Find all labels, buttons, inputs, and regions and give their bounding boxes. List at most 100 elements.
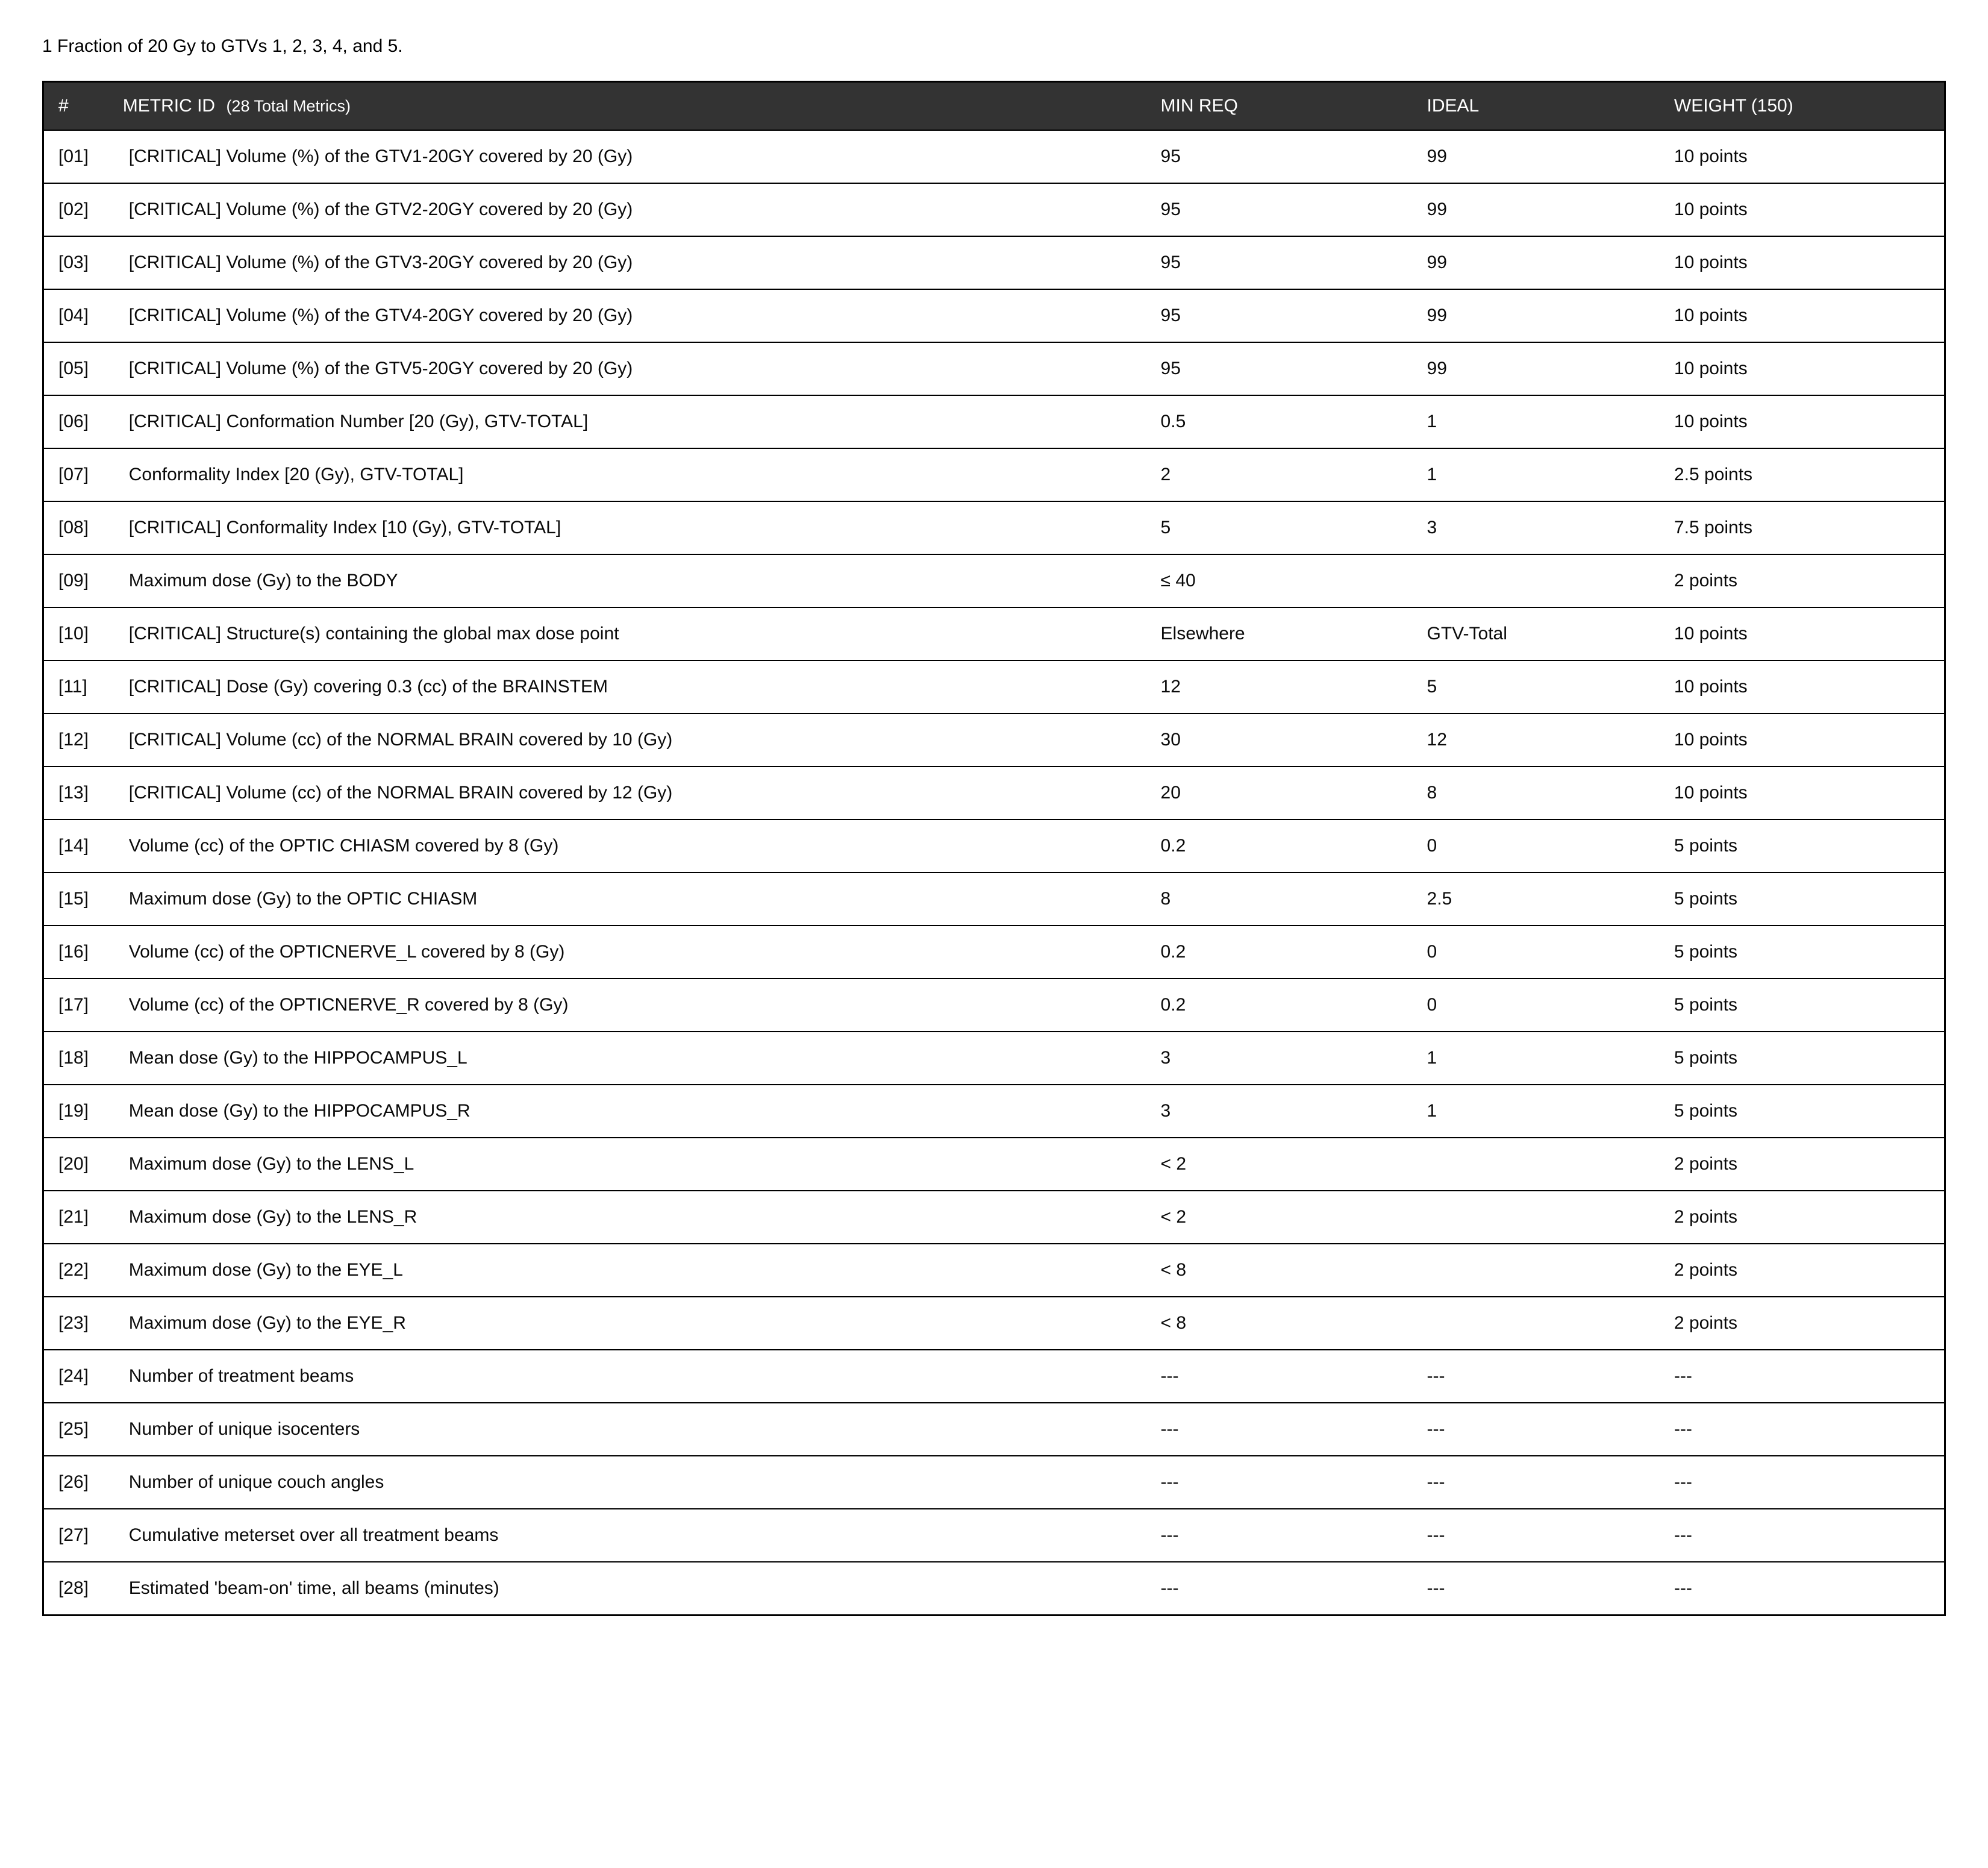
- cell-num: [24]: [43, 1350, 119, 1403]
- cell-min: 30: [1146, 713, 1413, 766]
- cell-num: [13]: [43, 766, 119, 820]
- cell-metric: Volume (cc) of the OPTICNERVE_L covered …: [119, 926, 1146, 979]
- cell-ideal: GTV-Total: [1413, 607, 1660, 660]
- col-header-metric: METRIC ID (28 Total Metrics): [119, 82, 1146, 131]
- table-row: [18]Mean dose (Gy) to the HIPPOCAMPUS_L3…: [43, 1032, 1945, 1085]
- table-row: [17]Volume (cc) of the OPTICNERVE_R cove…: [43, 979, 1945, 1032]
- cell-min: ---: [1146, 1350, 1413, 1403]
- cell-min: ---: [1146, 1562, 1413, 1616]
- cell-ideal: 2.5: [1413, 873, 1660, 926]
- cell-weight: 2 points: [1660, 1244, 1945, 1297]
- cell-ideal: ---: [1413, 1350, 1660, 1403]
- cell-min: 0.2: [1146, 820, 1413, 873]
- cell-num: [27]: [43, 1509, 119, 1562]
- cell-num: [15]: [43, 873, 119, 926]
- cell-ideal: 0: [1413, 979, 1660, 1032]
- cell-ideal: 99: [1413, 183, 1660, 236]
- cell-min: 0.5: [1146, 395, 1413, 448]
- cell-ideal: 5: [1413, 660, 1660, 713]
- cell-metric: [CRITICAL] Volume (%) of the GTV3-20GY c…: [119, 236, 1146, 289]
- cell-metric: [CRITICAL] Volume (%) of the GTV2-20GY c…: [119, 183, 1146, 236]
- cell-metric: [CRITICAL] Volume (cc) of the NORMAL BRA…: [119, 713, 1146, 766]
- cell-metric: Conformality Index [20 (Gy), GTV-TOTAL]: [119, 448, 1146, 501]
- cell-ideal: 3: [1413, 501, 1660, 554]
- cell-num: [12]: [43, 713, 119, 766]
- cell-weight: 10 points: [1660, 236, 1945, 289]
- cell-metric: Mean dose (Gy) to the HIPPOCAMPUS_L: [119, 1032, 1146, 1085]
- table-row: [10][CRITICAL] Structure(s) containing t…: [43, 607, 1945, 660]
- cell-weight: 2 points: [1660, 1138, 1945, 1191]
- cell-metric: [CRITICAL] Structure(s) containing the g…: [119, 607, 1146, 660]
- cell-metric: Estimated 'beam-on' time, all beams (min…: [119, 1562, 1146, 1616]
- cell-ideal: 1: [1413, 1032, 1660, 1085]
- cell-num: [04]: [43, 289, 119, 342]
- table-header-row: # METRIC ID (28 Total Metrics) MIN REQ I…: [43, 82, 1945, 131]
- cell-num: [28]: [43, 1562, 119, 1616]
- cell-min: < 8: [1146, 1297, 1413, 1350]
- cell-metric: Volume (cc) of the OPTIC CHIASM covered …: [119, 820, 1146, 873]
- cell-metric: [CRITICAL] Volume (cc) of the NORMAL BRA…: [119, 766, 1146, 820]
- cell-min: 8: [1146, 873, 1413, 926]
- cell-weight: 10 points: [1660, 183, 1945, 236]
- cell-metric: Maximum dose (Gy) to the BODY: [119, 554, 1146, 607]
- table-row: [22]Maximum dose (Gy) to the EYE_L< 82 p…: [43, 1244, 1945, 1297]
- cell-weight: 10 points: [1660, 395, 1945, 448]
- cell-weight: 2.5 points: [1660, 448, 1945, 501]
- cell-weight: ---: [1660, 1350, 1945, 1403]
- cell-weight: 10 points: [1660, 130, 1945, 183]
- table-row: [07]Conformality Index [20 (Gy), GTV-TOT…: [43, 448, 1945, 501]
- table-row: [14]Volume (cc) of the OPTIC CHIASM cove…: [43, 820, 1945, 873]
- cell-min: ---: [1146, 1403, 1413, 1456]
- cell-metric: [CRITICAL] Volume (%) of the GTV1-20GY c…: [119, 130, 1146, 183]
- col-header-min: MIN REQ: [1146, 82, 1413, 131]
- col-header-ideal: IDEAL: [1413, 82, 1660, 131]
- cell-metric: Maximum dose (Gy) to the OPTIC CHIASM: [119, 873, 1146, 926]
- cell-num: [22]: [43, 1244, 119, 1297]
- cell-min: 3: [1146, 1085, 1413, 1138]
- cell-weight: 5 points: [1660, 1085, 1945, 1138]
- cell-ideal: ---: [1413, 1562, 1660, 1616]
- cell-weight: ---: [1660, 1509, 1945, 1562]
- cell-ideal: 99: [1413, 342, 1660, 395]
- cell-weight: ---: [1660, 1456, 1945, 1509]
- cell-ideal: 99: [1413, 236, 1660, 289]
- cell-num: [20]: [43, 1138, 119, 1191]
- table-caption: 1 Fraction of 20 Gy to GTVs 1, 2, 3, 4, …: [42, 36, 1946, 57]
- table-row: [02][CRITICAL] Volume (%) of the GTV2-20…: [43, 183, 1945, 236]
- table-row: [24]Number of treatment beams---------: [43, 1350, 1945, 1403]
- cell-ideal: [1413, 1244, 1660, 1297]
- cell-weight: ---: [1660, 1562, 1945, 1616]
- cell-metric: Volume (cc) of the OPTICNERVE_R covered …: [119, 979, 1146, 1032]
- cell-num: [26]: [43, 1456, 119, 1509]
- table-row: [01][CRITICAL] Volume (%) of the GTV1-20…: [43, 130, 1945, 183]
- table-row: [05][CRITICAL] Volume (%) of the GTV5-20…: [43, 342, 1945, 395]
- table-row: [12][CRITICAL] Volume (cc) of the NORMAL…: [43, 713, 1945, 766]
- cell-min: Elsewhere: [1146, 607, 1413, 660]
- cell-num: [14]: [43, 820, 119, 873]
- table-row: [03][CRITICAL] Volume (%) of the GTV3-20…: [43, 236, 1945, 289]
- cell-weight: 10 points: [1660, 607, 1945, 660]
- cell-ideal: 8: [1413, 766, 1660, 820]
- cell-num: [09]: [43, 554, 119, 607]
- cell-num: [17]: [43, 979, 119, 1032]
- table-row: [13][CRITICAL] Volume (cc) of the NORMAL…: [43, 766, 1945, 820]
- table-row: [20]Maximum dose (Gy) to the LENS_L< 22 …: [43, 1138, 1945, 1191]
- cell-weight: 10 points: [1660, 342, 1945, 395]
- cell-weight: 5 points: [1660, 873, 1945, 926]
- cell-min: < 2: [1146, 1138, 1413, 1191]
- cell-metric: [CRITICAL] Volume (%) of the GTV5-20GY c…: [119, 342, 1146, 395]
- cell-metric: Number of unique couch angles: [119, 1456, 1146, 1509]
- cell-weight: 5 points: [1660, 1032, 1945, 1085]
- col-header-metric-label: METRIC ID: [123, 96, 215, 116]
- cell-ideal: 12: [1413, 713, 1660, 766]
- table-row: [23]Maximum dose (Gy) to the EYE_R< 82 p…: [43, 1297, 1945, 1350]
- cell-ideal: [1413, 1297, 1660, 1350]
- cell-metric: Maximum dose (Gy) to the EYE_R: [119, 1297, 1146, 1350]
- cell-weight: 2 points: [1660, 1297, 1945, 1350]
- cell-min: ≤ 40: [1146, 554, 1413, 607]
- cell-metric: [CRITICAL] Dose (Gy) covering 0.3 (cc) o…: [119, 660, 1146, 713]
- cell-ideal: ---: [1413, 1456, 1660, 1509]
- cell-weight: 2 points: [1660, 554, 1945, 607]
- table-row: [26]Number of unique couch angles-------…: [43, 1456, 1945, 1509]
- cell-weight: 10 points: [1660, 713, 1945, 766]
